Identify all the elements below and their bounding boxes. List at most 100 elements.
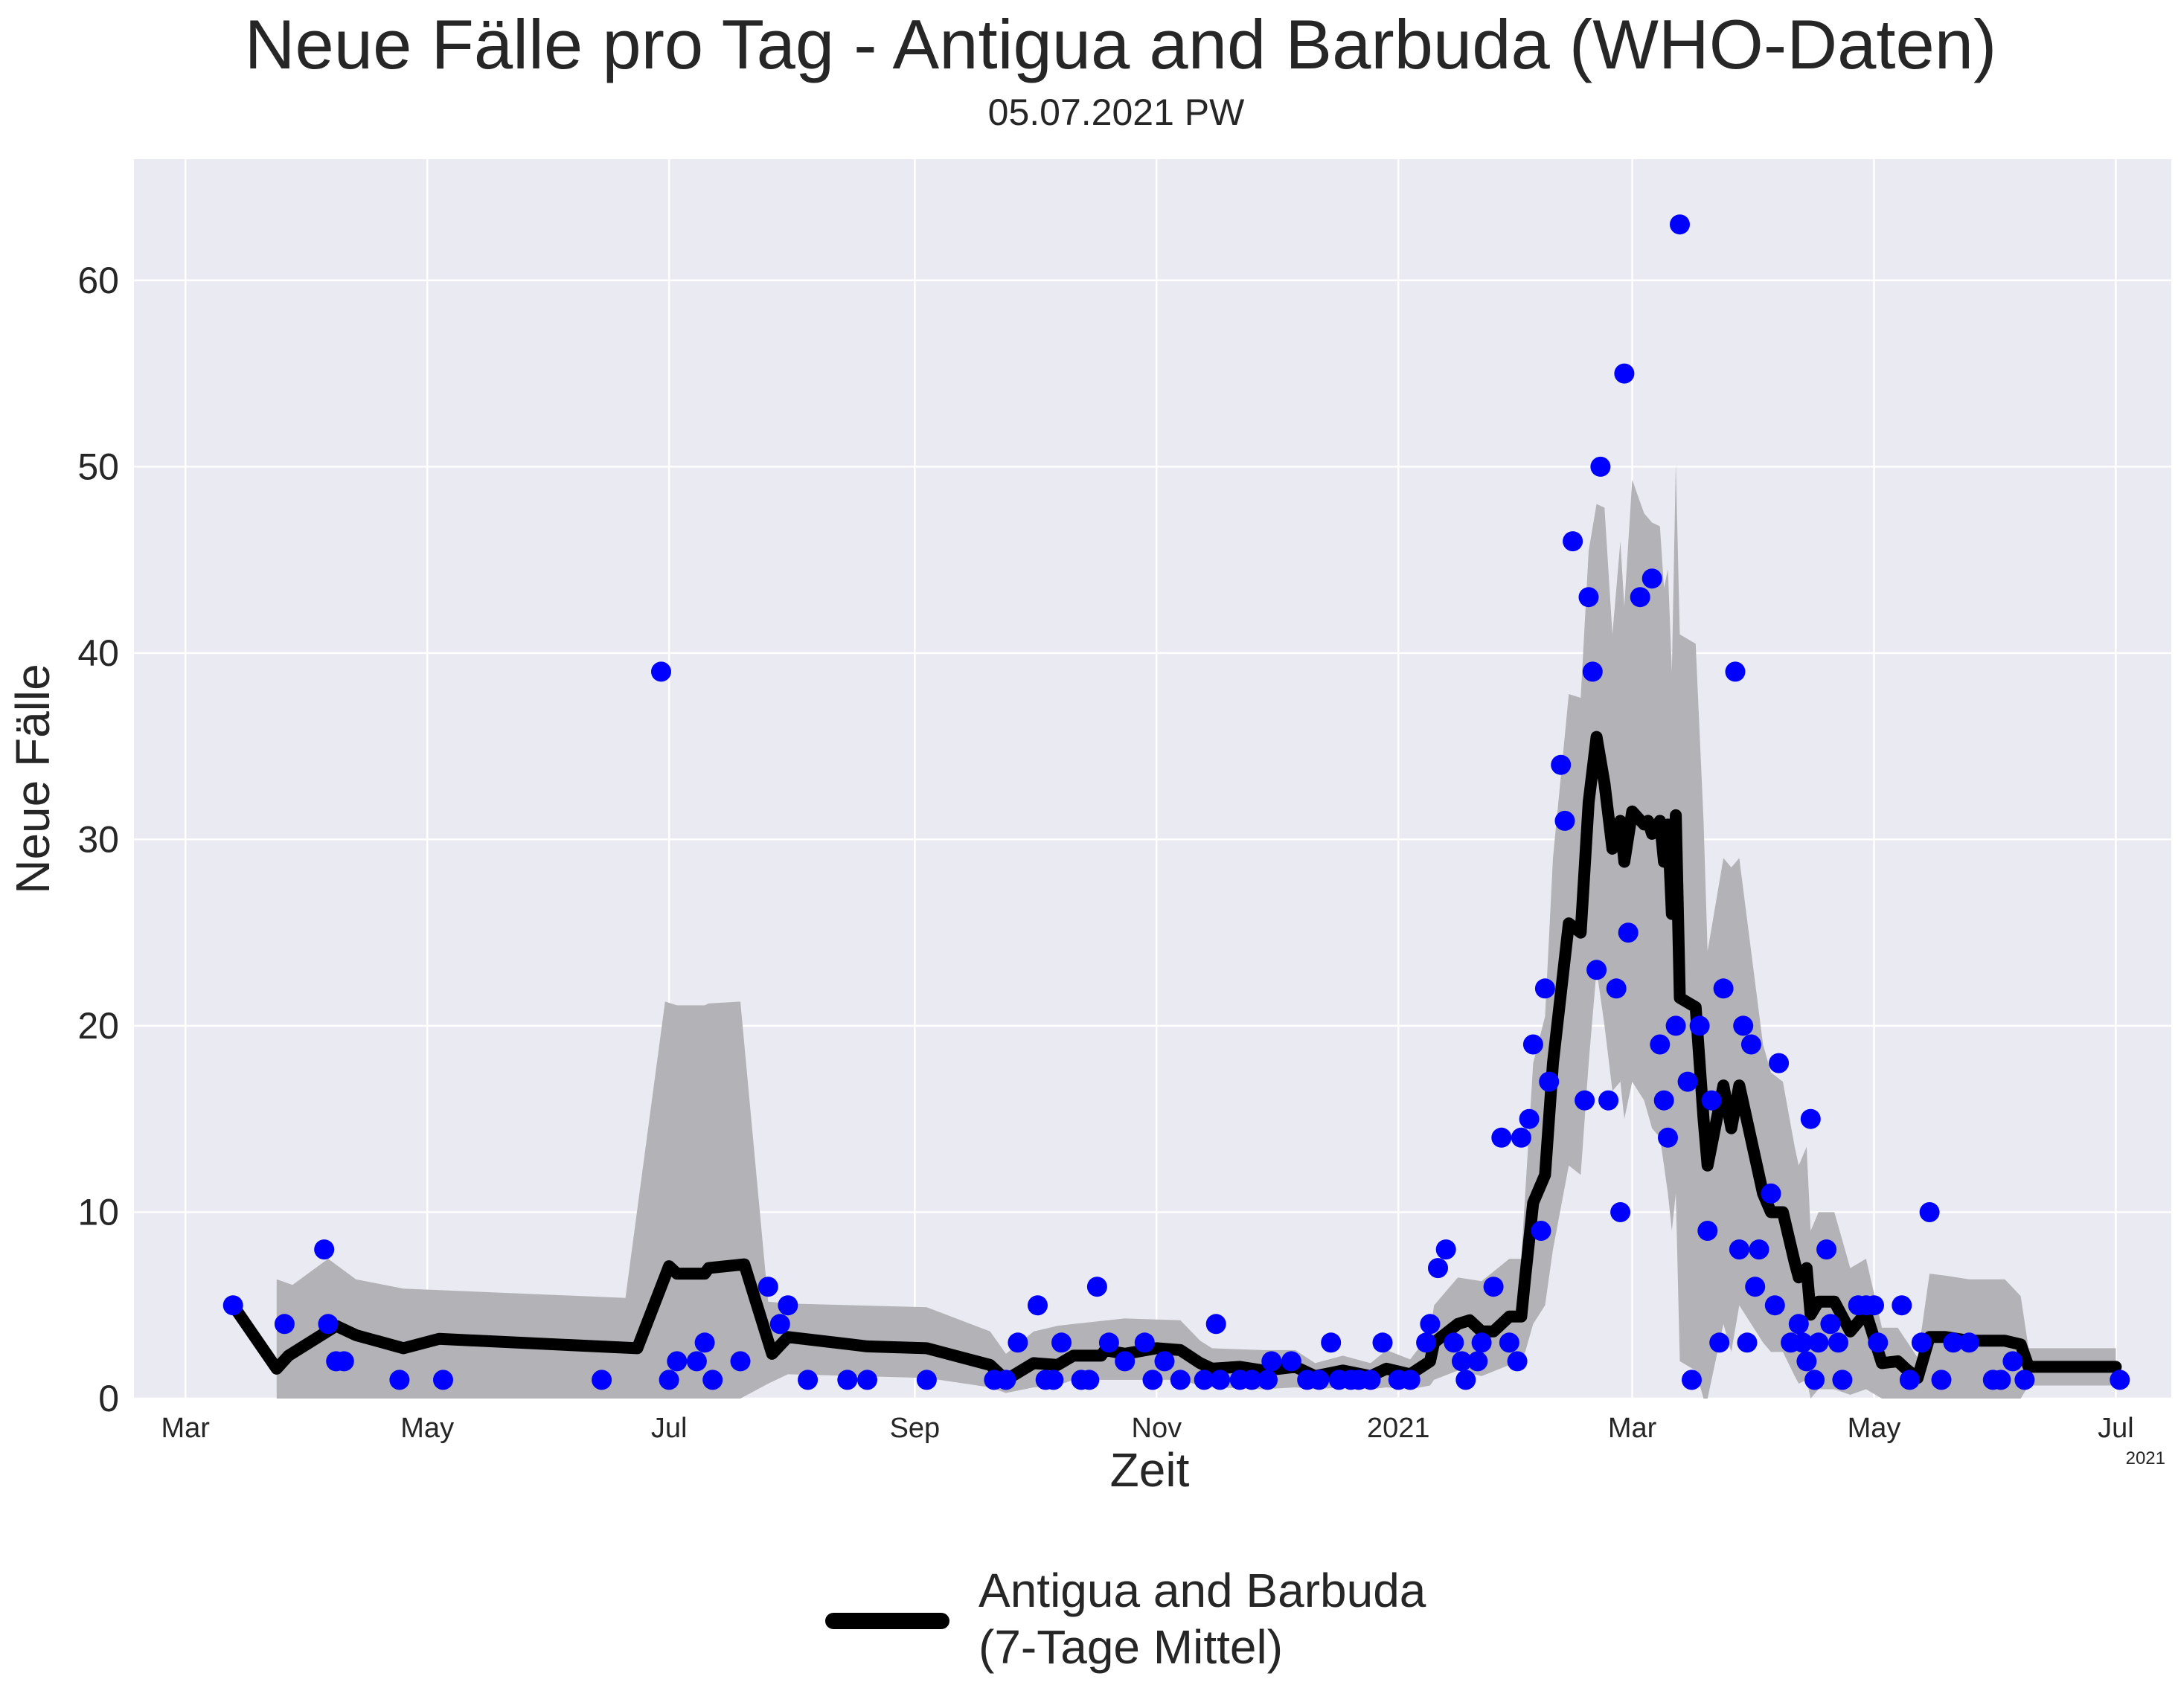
y-tick-label: 0	[98, 1378, 119, 1419]
daily-case-point	[702, 1370, 723, 1390]
daily-case-point	[1641, 568, 1662, 589]
rolling-mean-line-layer	[227, 731, 2122, 1386]
daily-case-point	[1737, 1332, 1758, 1353]
daily-case-point	[996, 1370, 1016, 1390]
daily-case-point	[1551, 754, 1572, 775]
daily-case-point	[1028, 1295, 1048, 1316]
daily-case-point	[1618, 922, 1639, 943]
daily-case-point	[1554, 810, 1575, 831]
x-axis-label: Zeit	[1110, 1443, 1190, 1497]
daily-case-point	[1531, 1221, 1551, 1241]
daily-case-point	[1416, 1332, 1437, 1353]
daily-case-point	[1578, 587, 1599, 608]
y-tick-label: 60	[77, 260, 119, 301]
daily-case-point	[1452, 1351, 1472, 1372]
daily-case-point	[1154, 1351, 1175, 1372]
daily-case-point	[1761, 1183, 1781, 1204]
daily-case-point	[1511, 1127, 1531, 1148]
daily-case-point	[1455, 1370, 1476, 1390]
y-axis-label: Neue Fälle	[6, 664, 60, 894]
y-tick-label: 10	[77, 1191, 119, 1233]
daily-case-point	[1650, 1034, 1671, 1055]
daily-case-point	[1701, 1090, 1722, 1111]
confidence-band	[276, 463, 2116, 1399]
daily-case-point	[1868, 1332, 1889, 1353]
y-tick-labels: 0 10 20 30 40 50 60	[77, 260, 119, 1419]
daily-case-point	[1816, 1239, 1837, 1260]
y-tick-label: 20	[77, 1005, 119, 1047]
daily-case-point	[1958, 1332, 1979, 1353]
x-tick-label: 2021	[1367, 1413, 1430, 1444]
daily-case-point	[651, 661, 671, 682]
daily-case-point	[1729, 1239, 1749, 1260]
daily-case-point	[433, 1370, 453, 1390]
daily-case-point	[1360, 1370, 1381, 1390]
daily-case-point	[694, 1332, 715, 1353]
legend-label: Antigua and Barbuda (7-Tage Mittel)	[979, 1564, 1426, 1674]
daily-case-point	[769, 1314, 790, 1335]
daily-case-point	[1899, 1370, 1920, 1390]
daily-case-point	[1519, 1108, 1540, 1129]
daily-case-point	[1008, 1332, 1028, 1353]
daily-case-point	[1420, 1314, 1441, 1335]
daily-case-point	[1134, 1332, 1155, 1353]
daily-case-point	[1372, 1332, 1393, 1353]
daily-case-point	[837, 1370, 858, 1390]
daily-case-point	[1582, 661, 1603, 682]
daily-case-point	[1796, 1351, 1817, 1372]
daily-case-point	[1575, 1090, 1595, 1111]
x-tick-label: Mar	[1608, 1413, 1657, 1444]
x-tick-label: Jul	[651, 1413, 688, 1444]
daily-case-point	[1590, 456, 1611, 477]
daily-case-point	[1467, 1351, 1488, 1372]
daily-case-point	[1586, 960, 1607, 980]
daily-case-point	[1051, 1332, 1072, 1353]
daily-case-point	[1990, 1370, 2011, 1390]
daily-case-point	[1086, 1277, 1107, 1297]
daily-case-point	[1828, 1332, 1848, 1353]
daily-case-point	[1115, 1351, 1136, 1372]
daily-case-point	[1444, 1332, 1464, 1353]
daily-case-point	[1563, 531, 1583, 552]
daily-case-point	[1764, 1295, 1785, 1316]
daily-case-point	[1682, 1370, 1702, 1390]
y-tick-label: 50	[77, 446, 119, 487]
daily-case-point	[1733, 1015, 1754, 1036]
daily-case-point	[1598, 1090, 1619, 1111]
daily-case-point	[1261, 1351, 1282, 1372]
daily-cases-scatter-layer	[222, 214, 2130, 1390]
daily-case-point	[1483, 1277, 1504, 1297]
daily-case-point	[2014, 1370, 2035, 1390]
daily-case-point	[1804, 1370, 1825, 1390]
daily-case-point	[667, 1351, 688, 1372]
daily-case-point	[659, 1370, 679, 1390]
daily-case-point	[1919, 1202, 1940, 1222]
daily-case-point	[1610, 1202, 1631, 1222]
daily-case-point	[1522, 1034, 1543, 1055]
daily-case-point	[1205, 1314, 1226, 1335]
plot-area	[134, 159, 2171, 1399]
daily-case-point	[1832, 1370, 1853, 1390]
daily-case-point	[798, 1370, 819, 1390]
daily-case-point	[1321, 1332, 1342, 1353]
x-tick-label: May	[400, 1413, 454, 1444]
daily-case-point	[1471, 1332, 1492, 1353]
daily-case-point	[1749, 1239, 1769, 1260]
daily-case-point	[1098, 1332, 1119, 1353]
daily-case-point	[1820, 1314, 1841, 1335]
daily-case-point	[1194, 1370, 1214, 1390]
daily-case-point	[2002, 1351, 2023, 1372]
daily-case-point	[222, 1295, 243, 1316]
daily-case-point	[1713, 978, 1734, 999]
grid-lines	[134, 159, 2171, 1400]
daily-case-point	[274, 1314, 295, 1335]
daily-case-point	[1864, 1295, 1884, 1316]
daily-case-point	[1507, 1351, 1528, 1372]
daily-case-point	[389, 1370, 410, 1390]
chart-subtitle: 05.07.2021 PW	[988, 92, 1245, 133]
rolling-mean-line	[227, 731, 2122, 1386]
daily-case-point	[1665, 1015, 1686, 1036]
daily-case-point	[1534, 978, 1555, 999]
daily-case-point	[2110, 1370, 2130, 1390]
daily-case-point	[1769, 1053, 1790, 1073]
